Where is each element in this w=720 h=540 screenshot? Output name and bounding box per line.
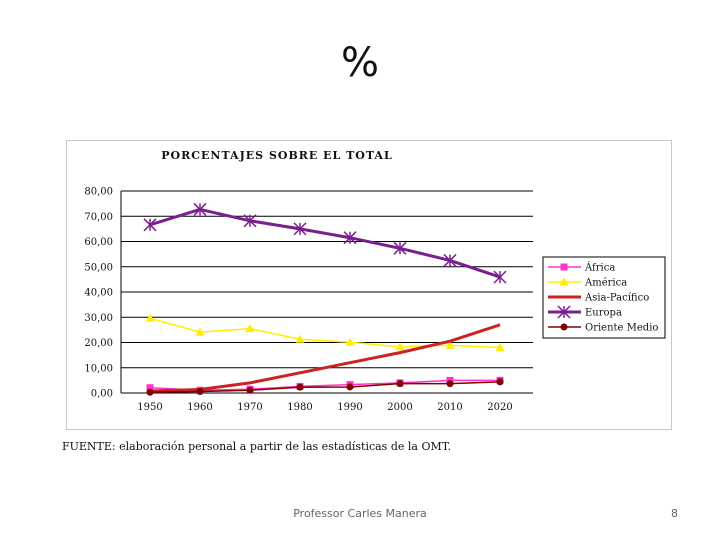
data-point xyxy=(296,383,304,391)
data-point xyxy=(293,222,307,236)
data-point xyxy=(195,327,205,336)
data-point xyxy=(396,380,404,388)
x-tick-label: 2020 xyxy=(487,402,512,413)
chart-title: PORCENTAJES SOBRE EL TOTAL xyxy=(161,149,393,162)
y-tick-label: 30,00 xyxy=(84,313,113,324)
data-point xyxy=(343,231,357,245)
legend-marker xyxy=(560,323,568,331)
data-point xyxy=(193,202,207,216)
data-point xyxy=(493,270,507,284)
page-number: 8 xyxy=(671,507,678,520)
data-point xyxy=(443,253,457,267)
data-point xyxy=(196,387,204,395)
data-point xyxy=(446,380,454,388)
y-tick-label: 60,00 xyxy=(84,237,113,248)
data-point xyxy=(445,340,455,349)
data-point xyxy=(146,388,154,396)
legend-label: África xyxy=(584,262,615,274)
x-tick-label: 1960 xyxy=(187,402,212,413)
x-tick-label: 2000 xyxy=(387,402,412,413)
slide-title: % xyxy=(340,40,379,86)
y-tick-label: 0,00 xyxy=(91,389,113,400)
data-point xyxy=(145,313,155,322)
x-tick-label: 1970 xyxy=(237,402,262,413)
data-point xyxy=(243,214,257,228)
data-point xyxy=(495,343,505,352)
legend-label: Oriente Medio xyxy=(585,323,658,334)
x-tick-label: 1950 xyxy=(137,402,162,413)
legend-label: Europa xyxy=(585,308,622,319)
x-tick-label: 2010 xyxy=(437,402,462,413)
data-point xyxy=(496,378,504,386)
data-point xyxy=(146,384,154,392)
y-tick-label: 20,00 xyxy=(84,338,113,349)
legend-marker xyxy=(560,263,568,271)
data-point xyxy=(245,324,255,333)
data-point xyxy=(395,342,405,351)
data-point xyxy=(345,337,355,346)
data-point xyxy=(295,334,305,343)
source-note: FUENTE: elaboración personal a partir de… xyxy=(62,440,451,453)
legend-marker xyxy=(559,277,569,286)
y-tick-label: 70,00 xyxy=(84,212,113,223)
y-tick-label: 80,00 xyxy=(84,187,113,198)
x-tick-label: 1980 xyxy=(287,402,312,413)
series-line xyxy=(149,381,501,393)
legend-label: Asia-Pacífico xyxy=(584,293,649,304)
series-line xyxy=(149,207,501,279)
data-point xyxy=(246,386,254,394)
series-line xyxy=(149,317,501,349)
data-point xyxy=(346,383,354,391)
chart-panel: PORCENTAJES SOBRE EL TOTAL 0,00 10,00 20,0… xyxy=(66,140,672,430)
y-tick-label: 40,00 xyxy=(84,288,113,299)
legend-marker xyxy=(557,305,571,319)
data-point xyxy=(143,218,157,232)
series-line xyxy=(149,323,501,393)
legend-label: América xyxy=(584,278,627,289)
x-tick-label: 1990 xyxy=(337,402,362,413)
line-chart: 0,00 10,00 20,00 30,00 40,00 50,00 60,00 70,00 8… xyxy=(84,187,666,413)
data-point xyxy=(393,241,407,255)
y-tick-label: 50,00 xyxy=(84,262,113,273)
y-tick-label: 10,00 xyxy=(84,363,113,374)
footer-author: Professor Carles Manera xyxy=(293,507,427,520)
series-line xyxy=(149,379,500,391)
